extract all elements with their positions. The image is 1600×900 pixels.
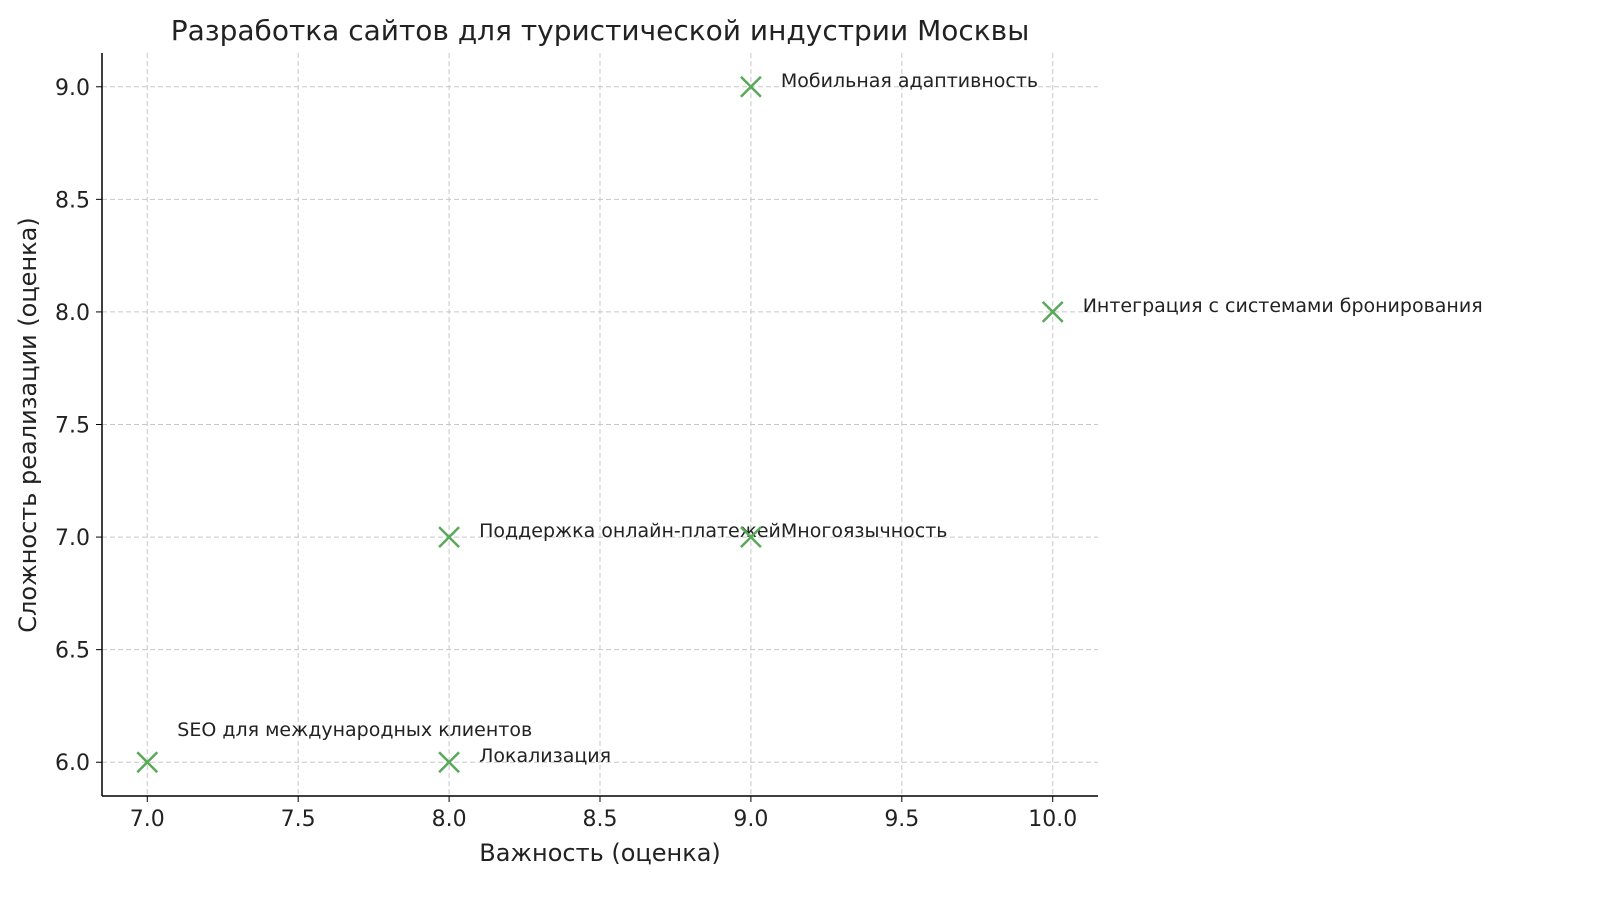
data-point-label: Поддержка онлайн-платежей xyxy=(479,520,781,542)
y-tick-label: 7.5 xyxy=(55,414,90,439)
y-tick-label: 6.0 xyxy=(55,751,90,776)
y-tick-label: 9.0 xyxy=(55,76,90,101)
y-tick-label: 7.0 xyxy=(55,526,90,551)
data-point-marker xyxy=(1041,301,1064,323)
x-axis-label: Важность (оценка) xyxy=(479,839,721,867)
data-point-label: Многоязычность xyxy=(781,520,948,542)
grid xyxy=(102,53,1098,796)
data-point-marker xyxy=(740,526,762,548)
y-tick-label: 8.5 xyxy=(55,188,90,213)
points: Мобильная адаптивность Интеграция с систе… xyxy=(136,70,1483,774)
data-point-marker xyxy=(136,751,159,774)
data-point-marker xyxy=(740,75,762,98)
data-point-label: SEO для международных клиентов xyxy=(177,719,532,741)
data-point-label: Интеграция с системами бронирования xyxy=(1083,295,1483,317)
x-tick-label: 9.5 xyxy=(884,807,919,832)
x-tick-label: 7.5 xyxy=(281,807,316,832)
x-tick-label: 9.0 xyxy=(733,807,768,832)
y-axis-label: Сложность реализации (оценка) xyxy=(14,217,42,632)
x-tick-label: 8.0 xyxy=(432,807,467,832)
data-point-marker xyxy=(438,751,460,774)
ticks: 7.0 7.5 8.0 8.5 9.0 9.5 10.0 6.0 6.5 7.0 7.5 8.0 8.5… xyxy=(55,76,1077,832)
y-tick-label: 8.0 xyxy=(55,301,90,326)
chart-title: Разработка сайтов для туристической инду… xyxy=(171,14,1030,47)
data-point-label: Локализация xyxy=(479,745,611,767)
x-tick-label: 10.0 xyxy=(1028,807,1077,832)
x-tick-label: 7.0 xyxy=(130,807,165,832)
data-point-label: Мобильная адаптивность xyxy=(781,70,1038,92)
x-tick-label: 8.5 xyxy=(583,807,618,832)
data-point-marker xyxy=(438,526,460,548)
y-tick-label: 6.5 xyxy=(55,639,90,664)
